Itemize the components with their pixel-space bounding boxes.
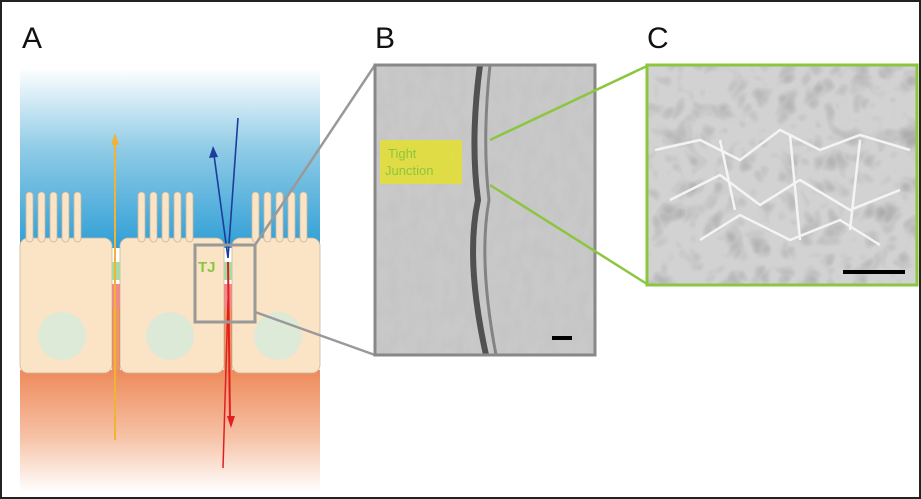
microvillus xyxy=(252,192,259,242)
microvillus xyxy=(150,192,157,242)
microvillus xyxy=(74,192,81,242)
em-image-b: Tight Junction xyxy=(375,65,595,355)
figure: A TJ B xyxy=(0,0,921,499)
microvillus xyxy=(288,192,295,242)
microvillus xyxy=(138,192,145,242)
microvillus xyxy=(186,192,193,242)
freeze-fracture-c xyxy=(647,65,917,285)
microvillus xyxy=(62,192,69,242)
microvillus xyxy=(162,192,169,242)
panel-label: A xyxy=(22,22,42,55)
microvillus xyxy=(50,192,57,242)
microvillus xyxy=(174,192,181,242)
epithelium-diagram: TJ xyxy=(20,68,320,492)
microvillus xyxy=(276,192,283,242)
page: A TJ B xyxy=(0,0,921,499)
microvillus xyxy=(26,192,33,242)
panel-label: C xyxy=(647,22,669,55)
panel-label: B xyxy=(375,22,395,55)
tj-label: TJ xyxy=(198,259,216,276)
tight-junction-label: Junction xyxy=(385,163,433,178)
microvillus xyxy=(38,192,45,242)
tight-junction-label: Tight xyxy=(388,146,417,161)
microvillus xyxy=(300,192,307,242)
microvillus xyxy=(264,192,271,242)
